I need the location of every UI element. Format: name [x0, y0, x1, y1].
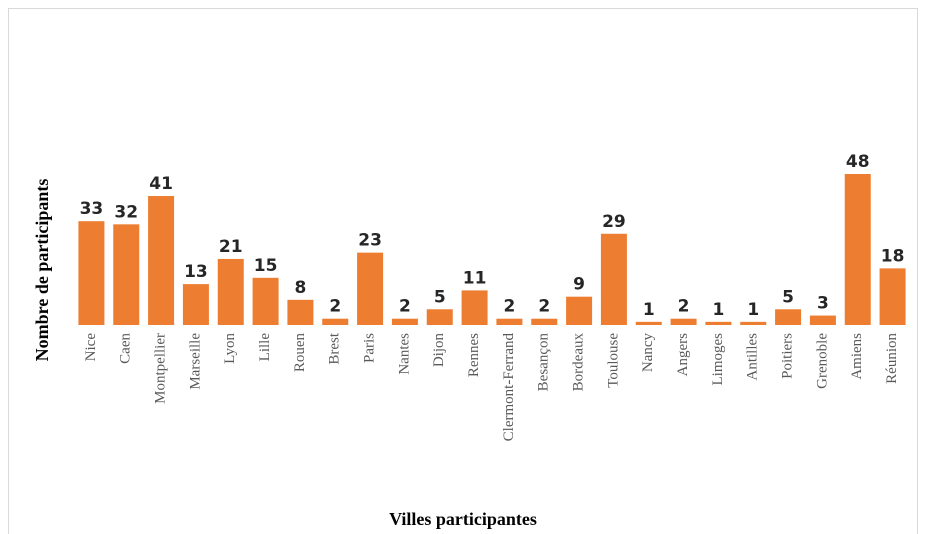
value-label: 41 [149, 174, 173, 194]
value-label: 1 [643, 300, 655, 320]
x-tick-label: Besançon [536, 333, 552, 392]
x-tick-label: Nancy [640, 333, 656, 373]
value-label: 2 [399, 297, 411, 317]
value-label: 23 [358, 231, 382, 251]
x-tick-label: Marseille [187, 333, 203, 390]
x-tick-label: Réunion [884, 333, 900, 384]
value-label: 5 [434, 287, 446, 307]
value-label: 2 [678, 297, 690, 317]
bar [740, 321, 767, 325]
value-label: 2 [503, 297, 515, 317]
bar [844, 174, 871, 325]
bar [809, 315, 836, 325]
value-label: 11 [463, 268, 487, 288]
value-label: 2 [538, 297, 550, 317]
bar [322, 318, 349, 325]
bar [496, 318, 523, 325]
x-tick-label: Clermont-Ferrand [501, 333, 517, 442]
bar [600, 233, 627, 325]
value-label: 1 [747, 300, 759, 320]
x-tick-label: Antilles [745, 333, 761, 381]
value-label: 48 [846, 152, 870, 172]
bar [182, 284, 209, 325]
bar [217, 258, 244, 325]
x-tick-label: Nice [83, 333, 99, 362]
bar [391, 318, 418, 325]
value-label: 13 [184, 262, 208, 282]
x-tick-label: Montpellier [153, 333, 169, 404]
bar [775, 309, 802, 325]
x-tick-label: Amiens [849, 333, 865, 380]
value-label: 29 [602, 212, 626, 232]
x-tick-label: Grenoble [814, 333, 830, 389]
x-tick-label: Lille [257, 333, 273, 362]
x-tick-label: Bordeaux [571, 333, 587, 392]
x-tick-label: Brest [327, 332, 343, 364]
x-tick-label: Paris [362, 333, 378, 363]
x-tick-label: Dijon [431, 333, 447, 368]
value-label: 3 [817, 294, 829, 314]
value-label: 33 [80, 199, 104, 219]
bar [426, 309, 453, 325]
x-tick-label: Toulouse [605, 333, 621, 388]
value-label: 21 [219, 237, 243, 257]
value-label: 9 [573, 275, 585, 295]
bar [461, 290, 488, 325]
y-axis-title: Nombre de participants [32, 179, 52, 362]
x-tick-label: Nantes [396, 333, 412, 375]
value-label: 8 [294, 278, 306, 298]
value-label: 5 [782, 287, 794, 307]
bar [566, 296, 593, 325]
x-tick-label: Poitiers [780, 333, 796, 379]
x-tick-label: Caen [118, 333, 134, 364]
bar [635, 321, 662, 325]
value-label: 15 [254, 256, 278, 276]
value-label: 32 [114, 202, 138, 222]
bar [287, 299, 314, 325]
x-tick-label: Rennes [466, 333, 482, 377]
bar [148, 196, 175, 325]
x-tick-label: Rouen [292, 333, 308, 373]
x-tick-label: Limoges [710, 333, 726, 386]
x-axis-title: Villes participantes [389, 509, 537, 529]
bar [113, 224, 140, 325]
x-tick-label: Lyon [222, 333, 238, 364]
value-label: 1 [712, 300, 724, 320]
bar [78, 221, 105, 325]
bar [879, 268, 906, 325]
bar [357, 252, 384, 325]
value-label: 18 [881, 246, 905, 266]
bar [252, 277, 279, 325]
bar [531, 318, 558, 325]
bar [670, 318, 697, 325]
bar [705, 321, 732, 325]
value-label: 2 [329, 297, 341, 317]
x-tick-label: Angers [675, 333, 691, 376]
